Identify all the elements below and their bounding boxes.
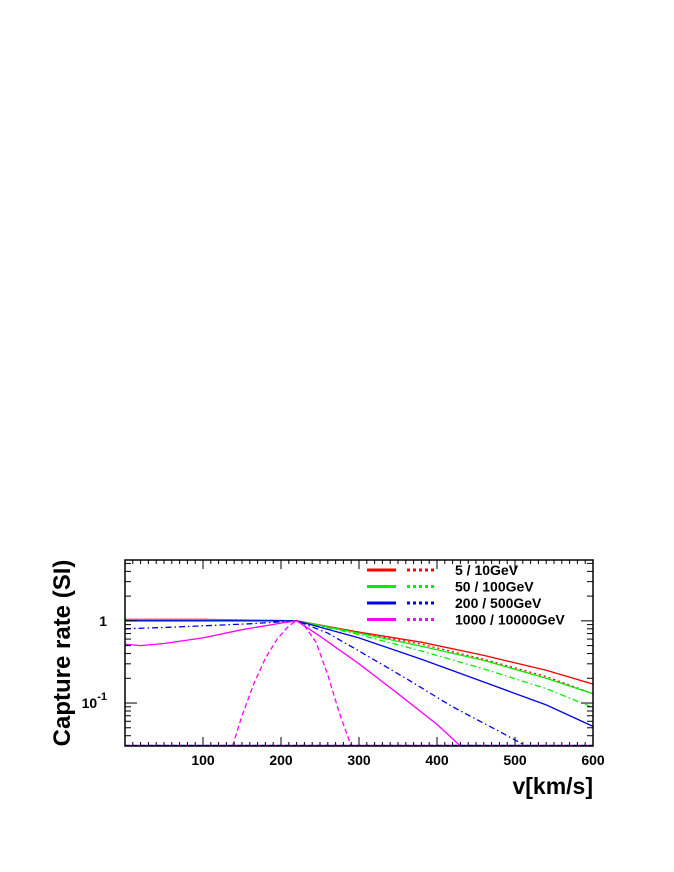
x-tick-label: 500 <box>503 752 527 768</box>
series-line-6 <box>125 620 461 746</box>
series-layer <box>125 618 593 746</box>
x-axis-title: v[km/s] <box>512 773 593 799</box>
legend-label-3: 1000 / 10000GeV <box>455 612 565 628</box>
x-tick-label: 600 <box>581 752 605 768</box>
series-line-3 <box>125 619 593 709</box>
x-tick-label: 300 <box>347 752 371 768</box>
series-line-1 <box>125 618 593 695</box>
legend-label-0: 5 / 10GeV <box>455 562 519 578</box>
legend-label-1: 50 / 100GeV <box>455 579 534 595</box>
y-tick-label: 10-1 <box>82 691 107 711</box>
axis-layer: 100 200 300 400 500 600 1 10-1 <box>82 559 605 768</box>
x-tick-label: 400 <box>425 752 449 768</box>
series-line-2 <box>125 619 593 695</box>
series-line-0 <box>125 618 593 685</box>
series-line-7 <box>231 620 352 746</box>
series-line-5 <box>125 620 528 746</box>
x-tick-label: 100 <box>191 752 215 768</box>
y-axis-title: Capture rate (SI) <box>49 560 76 747</box>
legend-label-2: 200 / 500GeV <box>455 595 542 611</box>
y-tick-label: 1 <box>99 613 107 629</box>
y-tick-label-exponent: -1 <box>97 691 107 703</box>
x-tick-label: 200 <box>269 752 293 768</box>
series-line-4 <box>125 620 593 727</box>
